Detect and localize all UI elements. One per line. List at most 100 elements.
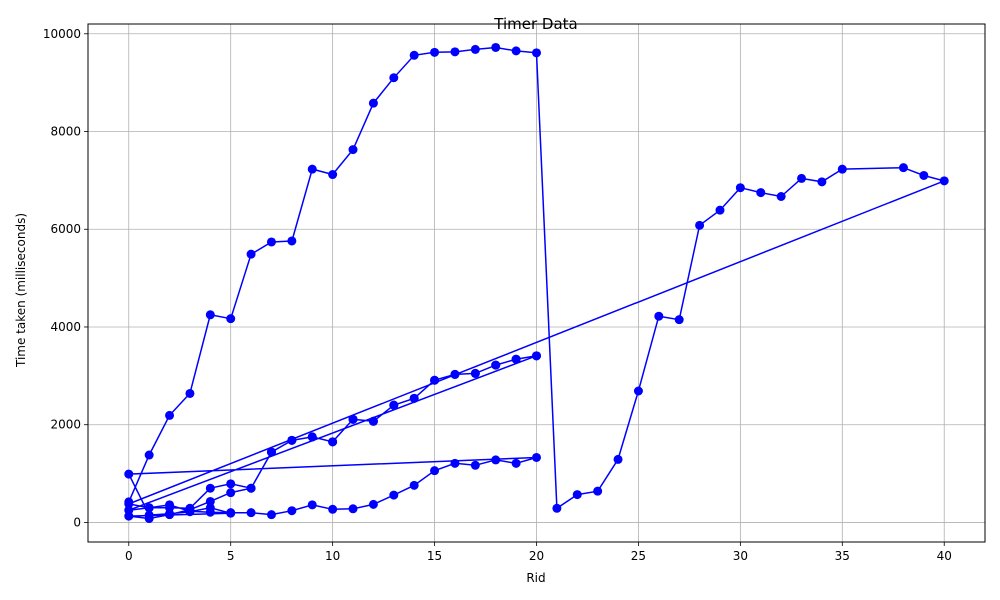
data-point [328,437,338,447]
data-point [491,360,501,370]
data-point [511,354,521,364]
data-point [715,205,725,215]
y-tick-label: 4000 [50,320,81,334]
data-point [430,466,440,476]
data-point [409,480,419,490]
data-point [205,483,215,493]
data-point [205,503,215,513]
data-point [491,42,501,52]
x-tick-label: 15 [427,549,442,563]
data-point [491,455,501,465]
data-point [511,46,521,56]
data-point [450,369,460,379]
data-point [409,393,419,403]
data-point [307,164,317,174]
data-point [165,500,175,510]
data-point [348,414,358,424]
data-point [266,237,276,247]
data-point [348,504,358,514]
y-tick-label: 0 [73,515,81,529]
data-point [368,416,378,426]
data-point [613,454,623,464]
x-tick-label: 0 [125,549,133,563]
data-point [430,375,440,385]
data-point [797,173,807,183]
data-point [776,192,786,202]
series-layer [124,42,949,524]
data-point [450,47,460,57]
data-point [470,460,480,470]
data-point [205,496,215,506]
data-point [450,458,460,468]
data-point [470,368,480,378]
data-point [287,506,297,516]
data-point [368,499,378,509]
x-tick-label: 10 [325,549,340,563]
data-point [654,311,664,321]
data-point [226,479,236,489]
data-point [735,183,745,193]
data-point [817,177,827,187]
data-point [389,73,399,83]
data-point [409,50,419,60]
data-point [266,510,276,520]
y-axis-label: Time taken (milliseconds) [14,213,28,368]
data-point [226,314,236,324]
data-point [919,170,929,180]
data-point [287,236,297,246]
data-point [124,469,134,479]
data-point [246,508,256,518]
data-point [328,170,338,180]
data-point [226,488,236,498]
data-point [430,47,440,57]
data-point [348,145,358,155]
data-point [307,432,317,442]
x-tick-label: 25 [631,549,646,563]
data-point [185,388,195,398]
data-point [185,505,195,515]
data-point [572,490,582,500]
data-point [246,483,256,493]
y-tick-label: 6000 [50,222,81,236]
data-point [633,386,643,396]
data-point [124,511,134,521]
data-point [389,400,399,410]
data-point [144,450,154,460]
data-point [532,452,541,462]
data-point [532,48,541,58]
data-point [246,249,256,259]
data-point [552,503,562,513]
data-point [165,510,175,520]
data-point [307,500,317,510]
y-tick-label: 8000 [50,125,81,139]
x-tick-label: 35 [835,549,850,563]
data-point [532,351,541,361]
data-point [389,490,399,500]
y-tick-label: 2000 [50,418,81,432]
data-point [328,504,338,514]
data-point [674,315,684,325]
x-tick-label: 5 [227,549,235,563]
ticks: 0 5 10 15 20 25 30 35 40 0 2000 4000 6000 8000 10000 [43,27,952,563]
data-point [165,410,175,420]
data-point [205,310,215,320]
data-point [939,176,949,186]
data-point [124,499,134,509]
data-point [756,188,766,198]
data-point [511,458,521,468]
x-tick-label: 20 [529,549,544,563]
y-tick-label: 10000 [43,27,81,41]
data-point [593,486,603,496]
data-point [695,220,705,230]
x-tick-label: 30 [733,549,748,563]
data-point [470,44,480,54]
x-axis-label: Rid [526,571,545,585]
data-point [368,98,378,108]
data-point [144,503,154,513]
data-point [226,508,236,518]
x-tick-label: 40 [937,549,952,563]
data-point [287,435,297,445]
grid [88,24,985,542]
data-point [898,163,908,173]
